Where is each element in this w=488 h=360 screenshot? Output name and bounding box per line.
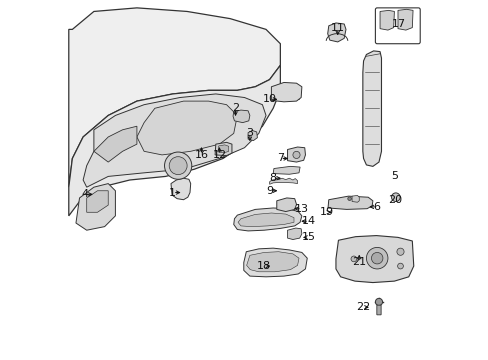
Polygon shape <box>215 142 231 156</box>
Polygon shape <box>218 145 228 153</box>
Polygon shape <box>269 178 297 184</box>
Polygon shape <box>327 23 346 42</box>
Polygon shape <box>379 10 394 30</box>
Polygon shape <box>76 184 115 230</box>
Text: 22: 22 <box>355 302 369 312</box>
Circle shape <box>396 248 403 255</box>
Polygon shape <box>94 126 137 162</box>
Polygon shape <box>238 213 293 226</box>
Text: 6: 6 <box>373 202 380 212</box>
Polygon shape <box>397 9 412 30</box>
Polygon shape <box>271 82 301 102</box>
Text: 10: 10 <box>262 94 276 104</box>
Polygon shape <box>233 208 301 231</box>
Text: 3: 3 <box>246 129 253 138</box>
Text: 19: 19 <box>319 207 333 217</box>
Text: 21: 21 <box>351 257 366 267</box>
Polygon shape <box>335 235 413 283</box>
Text: 2: 2 <box>231 103 239 113</box>
Circle shape <box>164 152 191 179</box>
Polygon shape <box>351 195 359 202</box>
Circle shape <box>397 263 403 269</box>
Polygon shape <box>171 178 190 200</box>
Polygon shape <box>362 51 381 166</box>
Text: 20: 20 <box>387 195 401 205</box>
Circle shape <box>371 252 382 264</box>
Text: 16: 16 <box>194 150 208 160</box>
Text: 7: 7 <box>276 153 284 163</box>
Polygon shape <box>69 65 280 216</box>
Text: 5: 5 <box>391 171 398 181</box>
Polygon shape <box>233 110 249 123</box>
Circle shape <box>366 247 387 269</box>
Circle shape <box>169 157 187 175</box>
Text: 1: 1 <box>169 188 176 198</box>
Text: 15: 15 <box>302 232 315 242</box>
Polygon shape <box>244 248 306 277</box>
Text: 13: 13 <box>294 204 308 214</box>
Circle shape <box>391 193 399 202</box>
Circle shape <box>350 256 356 262</box>
Circle shape <box>292 151 300 158</box>
Text: 17: 17 <box>391 19 405 29</box>
Text: 9: 9 <box>265 186 273 196</box>
FancyBboxPatch shape <box>376 305 380 315</box>
Polygon shape <box>137 101 237 155</box>
Text: 18: 18 <box>257 261 271 271</box>
Text: 8: 8 <box>269 173 276 183</box>
Polygon shape <box>83 94 265 187</box>
Polygon shape <box>276 198 296 212</box>
Polygon shape <box>247 131 257 140</box>
Polygon shape <box>86 191 108 212</box>
Text: 4: 4 <box>81 189 88 199</box>
Text: 12: 12 <box>212 150 226 160</box>
Text: 11: 11 <box>330 23 344 33</box>
Circle shape <box>347 197 351 201</box>
Text: 14: 14 <box>302 216 315 226</box>
Polygon shape <box>287 147 305 162</box>
Circle shape <box>375 298 382 306</box>
Polygon shape <box>287 228 301 239</box>
Polygon shape <box>69 8 280 187</box>
Polygon shape <box>273 166 300 174</box>
Polygon shape <box>246 252 298 272</box>
Polygon shape <box>327 196 372 210</box>
